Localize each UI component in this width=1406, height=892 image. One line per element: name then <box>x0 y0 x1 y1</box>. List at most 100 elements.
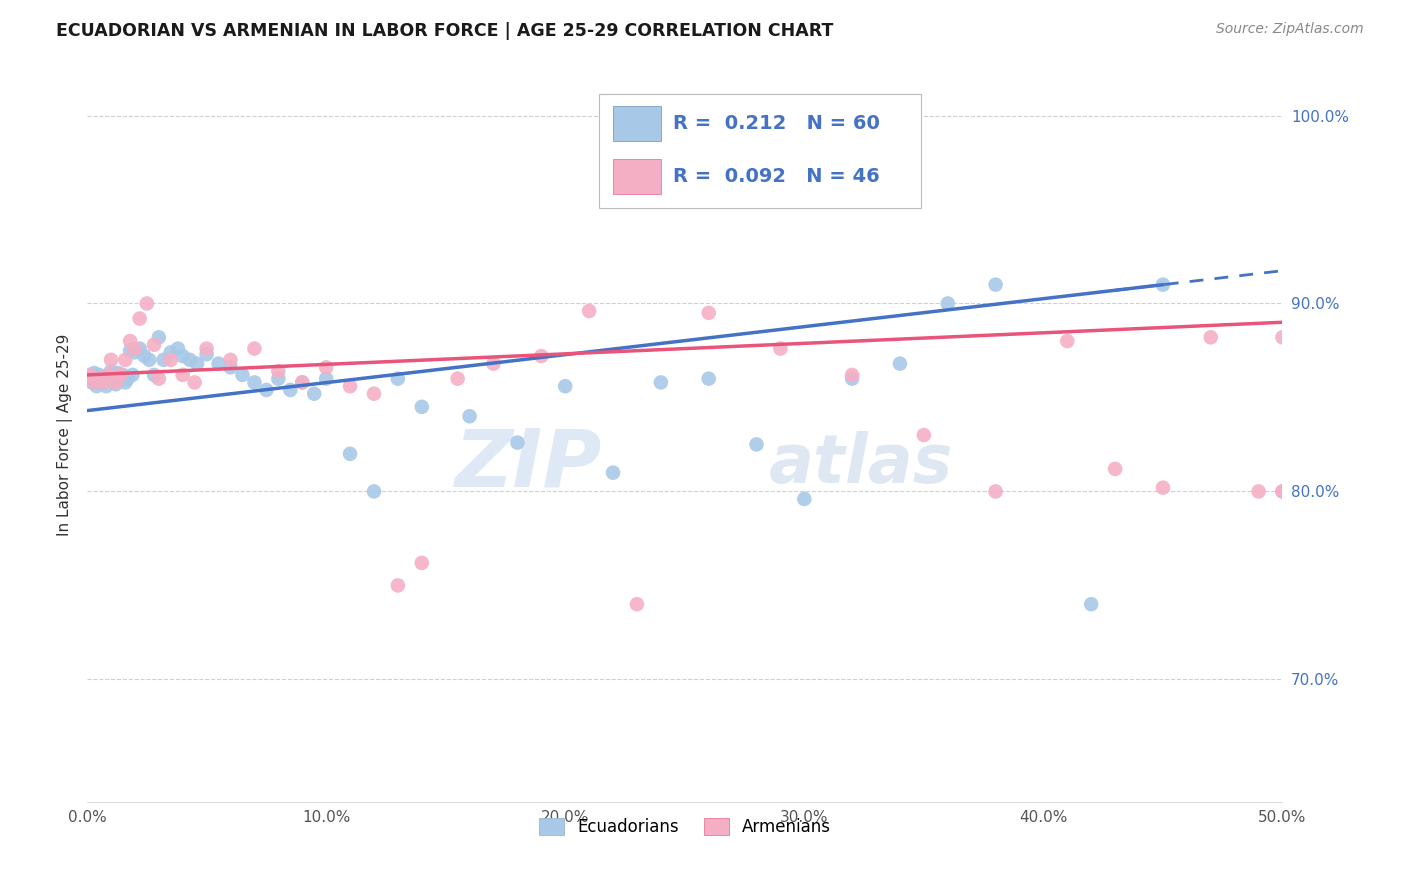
Point <box>179 352 201 367</box>
Point <box>697 372 720 386</box>
Point <box>103 374 125 388</box>
Point <box>79 368 101 382</box>
Point <box>315 372 337 386</box>
Point <box>243 376 266 390</box>
Point <box>152 352 174 367</box>
Point <box>121 368 143 382</box>
Point <box>159 345 181 359</box>
Point <box>745 437 768 451</box>
Text: atlas: atlas <box>769 432 953 498</box>
Point <box>267 364 290 378</box>
Point <box>446 372 468 386</box>
Point <box>530 349 553 363</box>
Point <box>114 352 136 367</box>
Point <box>254 383 277 397</box>
Point <box>93 372 115 386</box>
Text: Source: ZipAtlas.com: Source: ZipAtlas.com <box>1216 22 1364 37</box>
Legend: Ecuadorians, Armenians: Ecuadorians, Armenians <box>530 810 839 845</box>
Point <box>1271 330 1294 344</box>
Point <box>124 345 146 359</box>
Point <box>841 372 863 386</box>
Point <box>411 556 433 570</box>
Point <box>135 296 157 310</box>
Point <box>100 352 122 367</box>
Point <box>302 386 325 401</box>
Point <box>183 376 205 390</box>
Point <box>172 349 194 363</box>
FancyBboxPatch shape <box>613 106 661 141</box>
Point <box>120 343 142 358</box>
Point <box>207 357 229 371</box>
Point <box>143 368 166 382</box>
Point <box>134 349 156 363</box>
Point <box>172 368 194 382</box>
Point <box>1080 597 1102 611</box>
Point <box>97 368 120 382</box>
Point <box>219 360 242 375</box>
Point <box>841 368 863 382</box>
Point <box>243 342 266 356</box>
Point <box>104 377 127 392</box>
Text: ZIP: ZIP <box>454 425 602 503</box>
Point <box>984 277 1007 292</box>
Point <box>387 578 409 592</box>
Point <box>87 372 110 386</box>
Text: R =  0.092   N = 46: R = 0.092 N = 46 <box>673 167 880 186</box>
Point <box>291 376 314 390</box>
Point <box>83 366 105 380</box>
Point <box>1247 484 1270 499</box>
Point <box>110 372 132 386</box>
Point <box>387 372 409 386</box>
Point <box>86 379 108 393</box>
Point <box>107 366 129 380</box>
Point <box>339 447 361 461</box>
Point <box>1271 484 1294 499</box>
Point <box>339 379 361 393</box>
Point <box>1199 330 1222 344</box>
Point <box>83 376 105 390</box>
Point <box>411 400 433 414</box>
Point <box>458 409 481 424</box>
Point <box>291 376 314 390</box>
Point <box>315 360 337 375</box>
Point <box>90 376 112 390</box>
Point <box>1056 334 1078 348</box>
Point <box>650 376 672 390</box>
Point <box>1152 481 1174 495</box>
Point <box>195 342 218 356</box>
Point <box>128 342 150 356</box>
Point <box>984 484 1007 499</box>
Text: ECUADORIAN VS ARMENIAN IN LABOR FORCE | AGE 25-29 CORRELATION CHART: ECUADORIAN VS ARMENIAN IN LABOR FORCE | … <box>56 22 834 40</box>
Point <box>87 368 110 382</box>
Point <box>1152 277 1174 292</box>
Point <box>159 352 181 367</box>
Point <box>124 342 146 356</box>
Point <box>114 376 136 390</box>
Point <box>363 484 385 499</box>
Point <box>267 372 290 386</box>
Point <box>96 379 118 393</box>
Point <box>167 342 190 356</box>
Point <box>117 372 139 386</box>
Point <box>186 357 208 371</box>
Y-axis label: In Labor Force | Age 25-29: In Labor Force | Age 25-29 <box>58 334 73 536</box>
Point <box>936 296 959 310</box>
Text: R =  0.212   N = 60: R = 0.212 N = 60 <box>673 114 880 133</box>
Point <box>120 334 142 348</box>
Point <box>143 338 166 352</box>
Point <box>231 368 253 382</box>
Point <box>104 376 127 390</box>
Point <box>93 376 115 390</box>
Point <box>138 352 160 367</box>
FancyBboxPatch shape <box>599 95 921 208</box>
Point <box>128 311 150 326</box>
Point <box>1271 484 1294 499</box>
Point <box>80 376 103 390</box>
Point <box>363 386 385 401</box>
Point <box>100 364 122 378</box>
Point <box>626 597 648 611</box>
Point <box>506 435 529 450</box>
Point <box>1104 462 1126 476</box>
Point <box>278 383 301 397</box>
Point <box>912 428 935 442</box>
